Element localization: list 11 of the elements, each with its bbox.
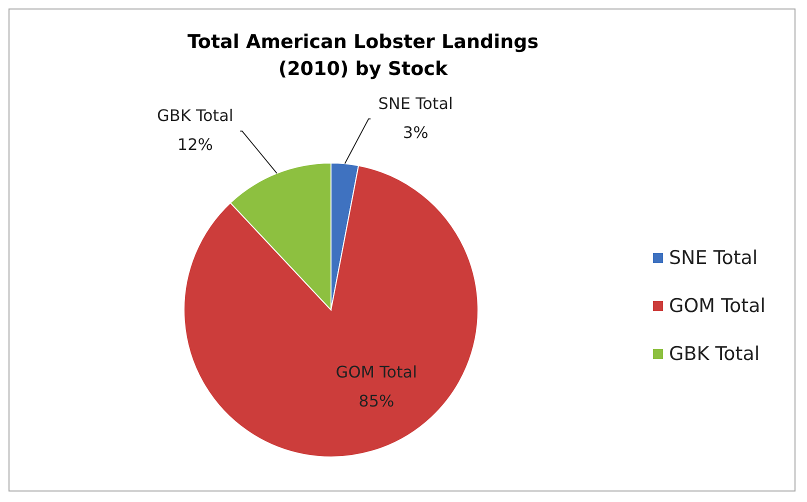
legend-label: GBK Total xyxy=(669,343,760,365)
slice-label: GBK Total xyxy=(156,106,234,126)
legend-label: SNE Total xyxy=(669,247,758,269)
legend-label: GOM Total xyxy=(669,295,766,317)
data-label: 12% xyxy=(177,135,213,154)
slice-label: SNE Total xyxy=(378,94,453,113)
pie-slice xyxy=(184,165,478,458)
slice-label: GOM Total xyxy=(336,362,418,382)
data-label: 3% xyxy=(402,122,428,142)
data-label: 85% xyxy=(358,392,394,411)
chart-title: Total American Lobster Landings (2010) by Stock xyxy=(187,31,539,80)
